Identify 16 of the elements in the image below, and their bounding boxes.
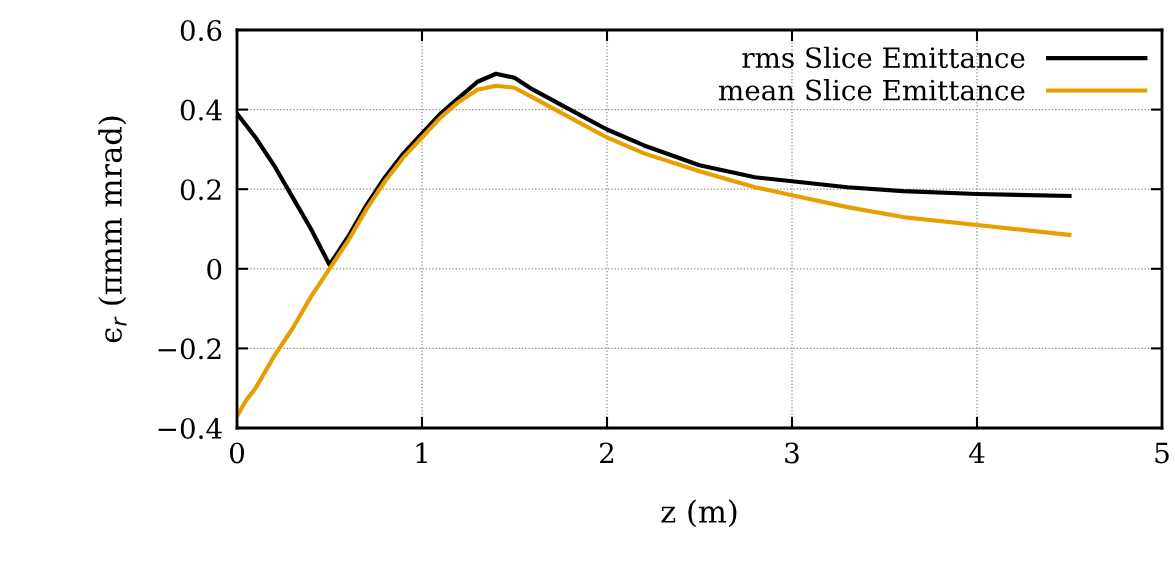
x-tick-label: 1 [416, 442, 427, 463]
x-axis-title: z (m) [661, 499, 737, 528]
x-tick-label: 4 [969, 442, 985, 463]
y-tick-label: 0.2 [180, 179, 221, 201]
y-axis-title: ϵ$_{r}$ (πmm mrad) [98, 116, 127, 343]
y-tick-label: 0.4 [180, 99, 222, 121]
y-tick-label: 0.6 [180, 19, 222, 41]
x-tick-label: 2 [600, 442, 614, 463]
x-tick-label: 5 [1155, 442, 1169, 464]
legend-label: mean Slice Emittance [718, 79, 1025, 101]
y-tick-label: −0.4 [158, 417, 222, 439]
legend-label: rms Slice Emittance [742, 46, 1025, 69]
x-tick-label: 3 [785, 442, 799, 464]
y-tick-label: 0 [207, 258, 222, 280]
x-tick-label: 0 [229, 442, 244, 464]
y-tick-label: −0.2 [158, 338, 221, 360]
